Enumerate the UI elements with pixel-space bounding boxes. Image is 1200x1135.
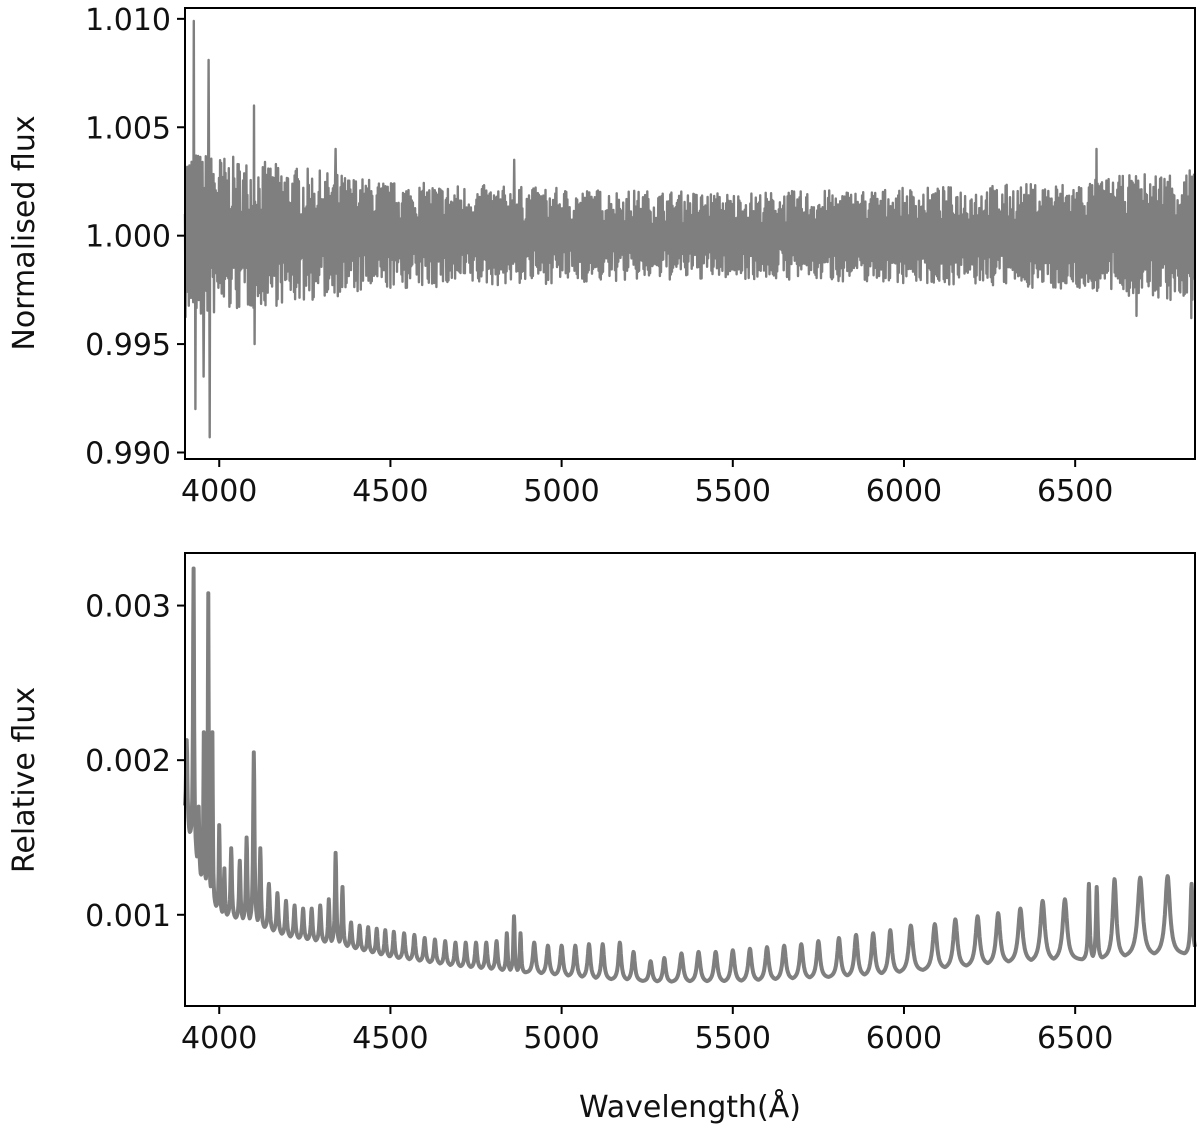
top-panel-y-tick-label: 1.010 bbox=[85, 3, 171, 38]
top-panel-y-ticks: 0.990 0.995 1.000 1.005 1.010 bbox=[85, 3, 185, 471]
bottom-panel-x-tick-label: 4500 bbox=[352, 1021, 428, 1056]
top-panel-y-tick-label: 1.000 bbox=[85, 220, 171, 255]
x-axis-label: Wavelength(Å) bbox=[579, 1089, 801, 1125]
bottom-panel-y-ticks: 0.001 0.002 0.003 bbox=[85, 590, 185, 934]
bottom-panel-series-line bbox=[183, 566, 1197, 984]
top-panel-x-tick-label: 6500 bbox=[1037, 474, 1113, 509]
bottom-panel-x-tick-label: 5500 bbox=[695, 1021, 771, 1056]
top-panel-y-tick-label: 0.995 bbox=[85, 328, 171, 363]
bottom-panel-y-tick-label: 0.003 bbox=[85, 590, 171, 625]
top-panel-x-tick-label: 4500 bbox=[352, 474, 428, 509]
top-panel-x-tick-label: 5000 bbox=[523, 474, 599, 509]
bottom-panel-x-tick-label: 4000 bbox=[181, 1021, 257, 1056]
top-panel-x-ticks: 4000 4500 5000 5500 6000 6500 bbox=[181, 459, 1113, 509]
bottom-panel-series bbox=[183, 566, 1197, 984]
top-panel: 4000 4500 5000 5500 6000 6500 0.990 0.995 1.000… bbox=[7, 3, 1196, 509]
top-panel-frame bbox=[184, 7, 1196, 460]
bottom-panel-x-ticks: 4000 4500 5000 5500 6000 6500 bbox=[181, 1006, 1113, 1056]
bottom-panel-y-tick-label: 0.001 bbox=[85, 899, 171, 934]
bottom-panel-frame bbox=[184, 552, 1196, 1007]
bottom-panel-x-tick-label: 5000 bbox=[523, 1021, 599, 1056]
top-panel-x-tick-label: 4000 bbox=[181, 474, 257, 509]
top-panel-series-line bbox=[183, 19, 1196, 439]
bottom-panel-y-axis-label: Relative flux bbox=[7, 687, 42, 873]
top-panel-y-tick-label: 0.990 bbox=[85, 436, 171, 471]
top-panel-y-axis-label: Normalised flux bbox=[7, 115, 42, 350]
top-panel-x-tick-label: 5500 bbox=[695, 474, 771, 509]
top-panel-series bbox=[183, 19, 1196, 439]
bottom-panel: 4000 4500 5000 5500 6000 6500 0.001 0.002 0.003… bbox=[7, 552, 1197, 1125]
bottom-panel-x-tick-label: 6500 bbox=[1037, 1021, 1113, 1056]
bottom-panel-x-tick-label: 6000 bbox=[866, 1021, 942, 1056]
bottom-panel-y-tick-label: 0.002 bbox=[85, 744, 171, 779]
top-panel-x-tick-label: 6000 bbox=[866, 474, 942, 509]
top-panel-y-tick-label: 1.005 bbox=[85, 111, 171, 146]
